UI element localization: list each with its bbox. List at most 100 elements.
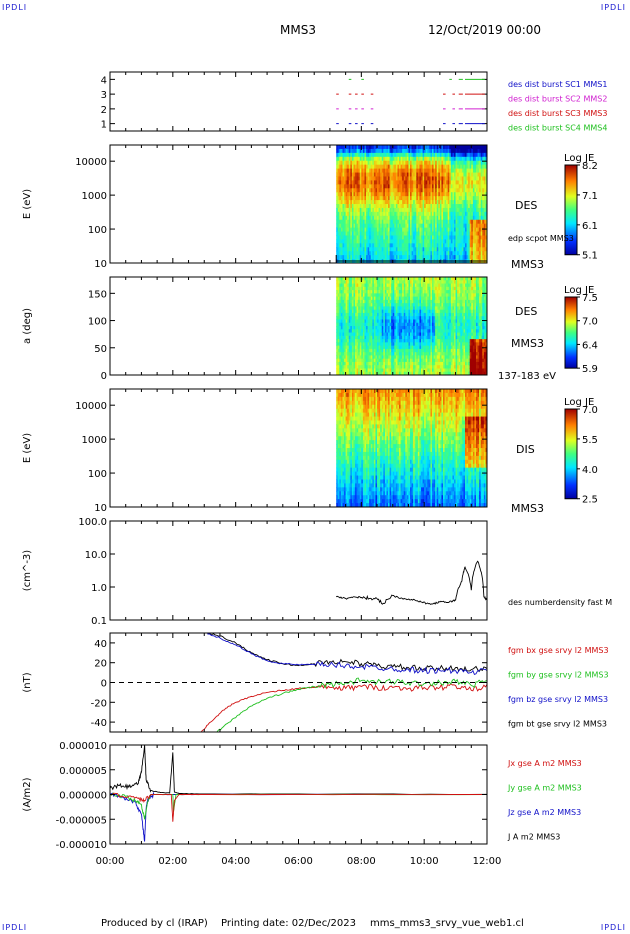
heatmap-cell xyxy=(355,280,358,285)
heatmap-cell xyxy=(378,352,381,356)
heatmap-cell xyxy=(345,312,348,317)
heatmap-cells-des_energy xyxy=(336,145,488,264)
heatmap-cell xyxy=(397,322,400,327)
heatmap-cell xyxy=(369,319,372,324)
heatmap-cell xyxy=(344,251,347,256)
heatmap-cell xyxy=(394,231,397,236)
heatmap-cell xyxy=(454,231,457,236)
heatmap-cell xyxy=(344,215,347,221)
heatmap-cell xyxy=(449,243,452,248)
heatmap-cell xyxy=(465,223,468,229)
heatmap-cell xyxy=(394,306,397,311)
heatmap-cell xyxy=(372,280,375,285)
heatmap-cell xyxy=(391,352,394,356)
heatmap-cell xyxy=(377,200,380,205)
heatmap-cell xyxy=(350,339,353,343)
heatmap-cell xyxy=(378,368,381,373)
heatmap-cell xyxy=(433,329,436,334)
heatmap-cell xyxy=(402,152,405,158)
heatmap-cell xyxy=(362,255,365,260)
heatmap-cell xyxy=(380,192,383,197)
heatmap-cell xyxy=(425,145,428,150)
heatmap-cell xyxy=(463,196,466,201)
heatmap-cell xyxy=(375,332,378,337)
heatmap-cell xyxy=(425,204,428,209)
heatmap-cell xyxy=(375,152,378,158)
heatmap-cell xyxy=(403,184,406,189)
heatmap-cell xyxy=(413,319,416,324)
heatmap-cell xyxy=(452,235,455,240)
heatmap-cell xyxy=(436,283,439,288)
heatmap-cell xyxy=(340,368,343,373)
heatmap-cell xyxy=(414,204,417,209)
heatmap-cell xyxy=(432,207,435,213)
heatmap-cell xyxy=(432,148,435,154)
heatmap-cell xyxy=(345,164,348,170)
heatmap-cell xyxy=(348,180,351,185)
heatmap-cell xyxy=(339,332,342,337)
heatmap-cell xyxy=(383,309,386,314)
heatmap-cell xyxy=(361,332,364,337)
heatmap-cell xyxy=(378,371,381,376)
heatmap-cell xyxy=(399,355,402,360)
heatmap-cell xyxy=(339,342,342,347)
heatmap-cell xyxy=(350,277,353,281)
heatmap-cell xyxy=(397,296,400,301)
heatmap-cell xyxy=(430,348,433,353)
heatmap-cell xyxy=(432,196,435,201)
heatmap-cell xyxy=(370,283,373,288)
heatmap-cell xyxy=(345,319,348,324)
heatmap-cell xyxy=(389,342,392,347)
heatmap-cell xyxy=(411,280,414,285)
heatmap-cell xyxy=(344,235,347,240)
heatmap-cell xyxy=(355,371,358,376)
heatmap-cell xyxy=(430,207,433,213)
heatmap-cell xyxy=(422,200,425,205)
heatmap-cell xyxy=(403,196,406,201)
heatmap-cell xyxy=(373,215,376,221)
heatmap-cell xyxy=(424,283,427,288)
heatmap-cell xyxy=(361,188,364,193)
heatmap-cell xyxy=(410,365,413,369)
heatmap-cell xyxy=(410,180,413,185)
legend-entry-burst: des dist burst SC4 MMS4 xyxy=(508,124,607,133)
heatmap-cell xyxy=(474,239,477,244)
heatmap-cell xyxy=(482,255,485,260)
heatmap-cell xyxy=(421,332,424,337)
heatmap-cell xyxy=(351,358,354,363)
heatmap-cell xyxy=(435,280,438,285)
heatmap-cell xyxy=(406,227,409,233)
heatmap-cell xyxy=(432,306,435,311)
heatmap-cell xyxy=(443,145,446,150)
heatmap-cell xyxy=(336,286,339,291)
heatmap-cell xyxy=(419,286,422,291)
heatmap-cell xyxy=(417,255,420,260)
heatmap-cell xyxy=(373,239,376,244)
heatmap-cell xyxy=(348,219,351,225)
heatmap-cell xyxy=(414,207,417,213)
heatmap-cell xyxy=(380,255,383,260)
heatmap-cell xyxy=(428,290,431,294)
heatmap-cell xyxy=(375,239,378,244)
heatmap-cell xyxy=(402,299,405,304)
heatmap-cell xyxy=(417,192,420,197)
heatmap-cell xyxy=(416,251,419,256)
heatmap-cell xyxy=(413,219,416,225)
heatmap-cell xyxy=(359,243,362,248)
heatmap-cell xyxy=(356,303,359,307)
heatmap-cell xyxy=(378,303,381,307)
heatmap-cell xyxy=(366,231,369,236)
heatmap-cell xyxy=(480,207,483,213)
heatmap-cell xyxy=(465,247,468,252)
heatmap-cell xyxy=(421,348,424,353)
heatmap-cell xyxy=(485,188,488,193)
heatmap-cell xyxy=(375,303,378,307)
heatmap-cell xyxy=(348,365,351,369)
heatmap-cell xyxy=(480,219,483,225)
heatmap-cell xyxy=(433,352,436,356)
heatmap-cell xyxy=(469,156,472,162)
heatmap-cell xyxy=(400,286,403,291)
heatmap-cell xyxy=(465,219,468,225)
heatmap-cell xyxy=(391,293,394,298)
heatmap-cell xyxy=(435,145,438,150)
